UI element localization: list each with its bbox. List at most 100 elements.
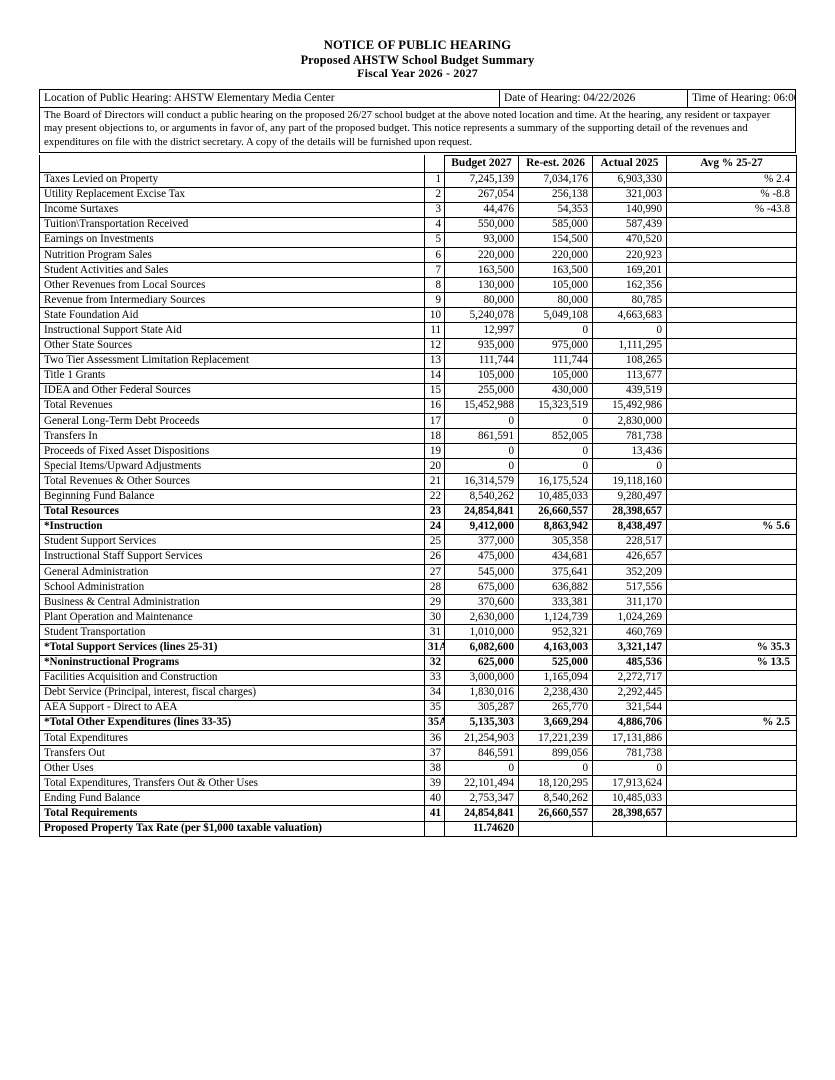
row-avg-percent (666, 699, 797, 716)
notice-paragraph: The Board of Directors will conduct a pu… (39, 106, 796, 153)
column-header-avg-pct: Avg % 25-27 (666, 154, 797, 173)
row-line-number: 5 (424, 231, 445, 249)
row-budget-2027: 1,830,016 (444, 684, 519, 701)
row-reest-2026: 18,120,295 (518, 775, 593, 792)
row-avg-percent (666, 594, 797, 611)
row-avg-percent (666, 307, 797, 324)
row-label: Proposed Property Tax Rate (per $1,000 t… (39, 820, 425, 837)
document-title-block: NOTICE OF PUBLIC HEARING Proposed AHSTW … (39, 38, 796, 81)
row-label: Transfers Out (39, 745, 425, 762)
row-budget-2027: 0 (444, 413, 519, 430)
row-line-number: 6 (424, 246, 445, 264)
row-reest-2026: 8,540,262 (518, 790, 593, 807)
row-avg-percent (666, 760, 797, 777)
row-reest-2026: 0 (518, 443, 593, 460)
row-reest-2026: 265,770 (518, 699, 593, 716)
row-budget-2027: 3,000,000 (444, 669, 519, 686)
row-actual-2025: 426,657 (592, 548, 667, 565)
row-budget-2027: 305,287 (444, 699, 519, 716)
row-avg-percent (666, 488, 797, 505)
row-budget-2027: 15,452,988 (444, 397, 519, 415)
row-reest-2026: 0 (518, 322, 593, 339)
row-avg-percent: % 13.5 (666, 654, 797, 671)
row-label: Proceeds of Fixed Asset Dispositions (39, 443, 425, 460)
row-reest-2026: 163,500 (518, 262, 593, 279)
table-row: Proceeds of Fixed Asset Dispositions 19 0 0… (39, 443, 797, 460)
row-line-number: 14 (424, 367, 445, 384)
row-reest-2026: 0 (518, 413, 593, 430)
row-budget-2027: 2,753,347 (444, 790, 519, 807)
row-avg-percent (666, 669, 797, 686)
row-reest-2026: 2,238,430 (518, 684, 593, 701)
row-line-number: 30 (424, 609, 445, 626)
row-reest-2026: 26,660,557 (518, 503, 593, 520)
row-actual-2025: 15,492,986 (592, 397, 667, 415)
row-reest-2026: 0 (518, 458, 593, 475)
row-avg-percent (666, 533, 797, 550)
row-line-number: 35A (424, 714, 445, 732)
row-line-number: 38 (424, 760, 445, 777)
row-label: *Instruction (39, 518, 425, 535)
row-budget-2027: 255,000 (444, 382, 519, 399)
row-actual-2025: 4,663,683 (592, 307, 667, 324)
row-label: Transfers In (39, 428, 425, 445)
row-budget-2027: 935,000 (444, 337, 519, 354)
row-budget-2027: 5,135,303 (444, 714, 519, 732)
row-label: Total Expenditures (39, 729, 425, 747)
row-label: Beginning Fund Balance (39, 488, 425, 505)
row-reest-2026: 80,000 (518, 292, 593, 309)
row-line-number: 19 (424, 443, 445, 460)
row-reest-2026: 636,882 (518, 579, 593, 596)
row-actual-2025: 28,398,657 (592, 503, 667, 520)
row-budget-2027: 370,600 (444, 594, 519, 611)
hearing-info-bar: Location of Public Hearing: AHSTW Elemen… (39, 88, 796, 107)
row-avg-percent (666, 609, 797, 626)
row-reest-2026: 4,163,003 (518, 639, 593, 656)
row-reest-2026: 585,000 (518, 216, 593, 233)
table-row: Proposed Property Tax Rate (per $1,000 t… (39, 820, 797, 837)
row-reest-2026: 975,000 (518, 337, 593, 354)
row-budget-2027: 5,240,078 (444, 307, 519, 324)
row-actual-2025: 470,520 (592, 231, 667, 249)
row-budget-2027: 220,000 (444, 246, 519, 264)
row-line-number: 37 (424, 745, 445, 762)
table-row: Total Resources 23 24,854,841 26,660,557 28,… (39, 503, 797, 520)
row-line-number: 1 (424, 171, 445, 188)
row-line-number: 41 (424, 805, 445, 822)
table-row: *Total Support Services (lines 25-31)31A… (39, 639, 797, 656)
row-reest-2026: 26,660,557 (518, 805, 593, 822)
hearing-location: Location of Public Hearing: AHSTW Elemen… (40, 89, 500, 107)
row-actual-2025: 3,321,147 (592, 639, 667, 656)
row-budget-2027: 21,254,903 (444, 729, 519, 747)
row-line-number: 21 (424, 473, 445, 490)
row-actual-2025: 9,280,497 (592, 488, 667, 505)
row-actual-2025: 439,519 (592, 382, 667, 399)
row-line-number: 18 (424, 428, 445, 445)
row-actual-2025: 17,131,886 (592, 729, 667, 747)
row-reest-2026: 8,863,942 (518, 518, 593, 535)
row-reest-2026: 1,124,739 (518, 609, 593, 626)
row-label: Debt Service (Principal, interest, fisca… (39, 684, 425, 701)
row-budget-2027: 6,082,600 (444, 639, 519, 656)
row-avg-percent (666, 458, 797, 475)
row-avg-percent: % 2.4 (666, 171, 797, 188)
row-line-number: 7 (424, 262, 445, 279)
row-label: Student Transportation (39, 624, 425, 641)
row-line-number: 13 (424, 352, 445, 369)
row-avg-percent: % -43.8 (666, 201, 797, 218)
table-row: *Instruction 24 9,412,000 8,863,942 8,438,49… (39, 518, 797, 535)
row-budget-2027: 11.74620 (444, 820, 519, 837)
table-row: School Administration 28 675,000 636,882 517… (39, 579, 797, 596)
row-actual-2025: 6,903,330 (592, 171, 667, 188)
row-avg-percent (666, 277, 797, 294)
row-budget-2027: 267,054 (444, 186, 519, 203)
row-avg-percent (666, 352, 797, 369)
row-line-number: 8 (424, 277, 445, 294)
row-label: Two Tier Assessment Limitation Replaceme… (39, 352, 425, 369)
hearing-date: Date of Hearing: 04/22/2026 (500, 89, 688, 107)
row-line-number (424, 820, 445, 837)
row-actual-2025: 517,556 (592, 579, 667, 596)
table-row: Facilities Acquisition and Construction 3… (39, 669, 797, 686)
row-avg-percent (666, 503, 797, 520)
row-line-number: 34 (424, 684, 445, 701)
